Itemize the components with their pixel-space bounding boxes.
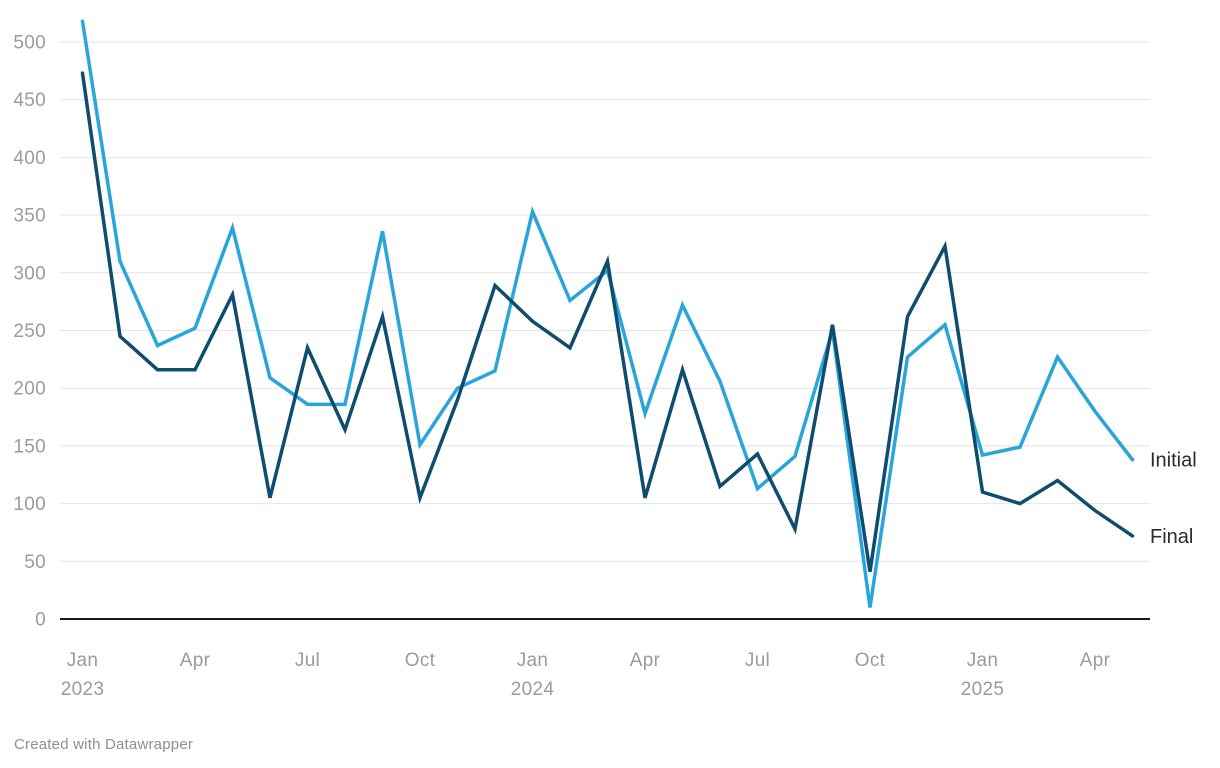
y-axis-tick-label: 100 (13, 494, 46, 515)
x-axis-tick-label: Apr (180, 650, 211, 671)
x-axis-year-label: 2025 (961, 679, 1004, 700)
series-line-initial (80, 19, 1135, 608)
y-axis-tick-label: 250 (13, 321, 46, 342)
y-axis-tick-label: 0 (35, 610, 46, 631)
series-label-initial: Initial (1150, 450, 1197, 472)
x-axis-year-label: 2024 (511, 679, 555, 700)
x-axis-tick-label: Oct (405, 650, 436, 671)
x-axis-tick-label: Jan (517, 650, 549, 671)
x-axis-tick-label: Jul (745, 650, 770, 671)
y-axis-tick-label: 500 (13, 33, 46, 54)
y-axis-tick-label: 50 (24, 552, 46, 573)
series-line-final (80, 71, 1135, 572)
y-axis-tick-label: 450 (13, 90, 46, 111)
x-axis-tick-label: Apr (630, 650, 661, 671)
datawrapper-credit-link[interactable]: Created with Datawrapper (14, 736, 194, 753)
x-axis-tick-label: Jan (67, 650, 99, 671)
y-axis-tick-label: 300 (13, 263, 46, 284)
x-axis-tick-label: Jul (295, 650, 320, 671)
y-axis-tick-label: 400 (13, 148, 46, 169)
y-axis-tick-label: 150 (13, 436, 46, 457)
x-axis-tick-label: Oct (855, 650, 886, 671)
line-chart: 0 50 100 150 200 250 300 350 400 450 500 Jan 2023 Apr… (13, 19, 1197, 700)
x-axis-year-label: 2023 (61, 679, 104, 700)
x-axis-tick-label: Apr (1080, 650, 1111, 671)
x-axis-tick-label: Jan (967, 650, 999, 671)
y-axis-tick-label: 350 (13, 206, 46, 227)
y-axis-tick-label: 200 (13, 379, 46, 400)
series-label-final: Final (1150, 526, 1193, 548)
